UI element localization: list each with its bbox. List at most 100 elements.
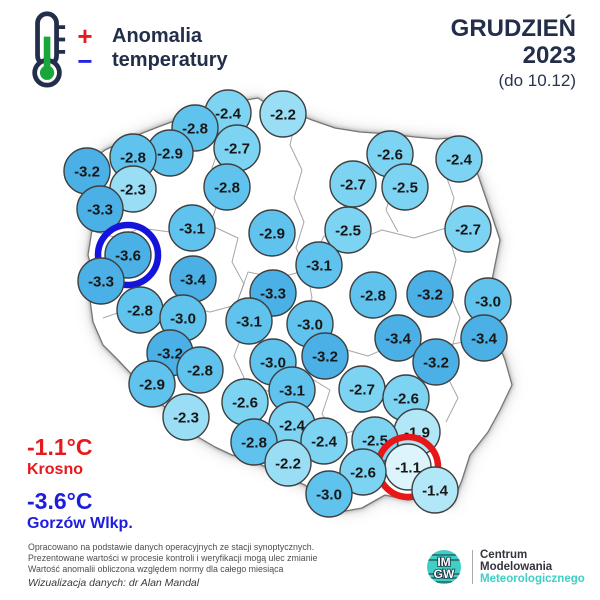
station-marker: -2.5 <box>381 163 429 211</box>
svg-text:-2.3: -2.3 <box>173 410 199 427</box>
station-marker: -2.6 <box>221 378 269 426</box>
svg-text:-2.2: -2.2 <box>275 456 301 473</box>
svg-text:-2.4: -2.4 <box>215 106 242 123</box>
svg-text:-2.7: -2.7 <box>224 141 250 158</box>
svg-text:-3.1: -3.1 <box>179 221 205 238</box>
station-marker: -2.7 <box>338 365 386 413</box>
svg-text:-3.2: -3.2 <box>423 355 449 372</box>
svg-text:-3.1: -3.1 <box>236 314 262 331</box>
station-marker: -2.9 <box>248 209 296 257</box>
footer-line: Opracowano na podstawie danych operacyjn… <box>28 542 315 552</box>
svg-text:-3.0: -3.0 <box>316 487 342 504</box>
station-marker: -3.3 <box>76 185 124 233</box>
svg-text:-2.6: -2.6 <box>232 395 258 412</box>
footer-line: Prezentowane wartości w procesie kontrol… <box>28 553 318 563</box>
svg-text:GW: GW <box>434 567 455 581</box>
svg-text:-3.0: -3.0 <box>260 355 286 372</box>
station-marker: -3.0 <box>305 470 353 518</box>
imgw-globe-icon: IM GW <box>427 550 461 584</box>
station-marker: -2.2 <box>259 90 307 138</box>
svg-text:-3.4: -3.4 <box>385 331 412 348</box>
station-marker: -3.4 <box>460 314 508 362</box>
station-marker: -3.2 <box>301 332 349 380</box>
svg-text:-2.9: -2.9 <box>139 377 165 394</box>
title-year: 2023 <box>522 42 576 69</box>
svg-text:-3.3: -3.3 <box>87 202 113 219</box>
title-month: GRUDZIEŃ <box>450 15 576 42</box>
svg-text:-3.0: -3.0 <box>170 311 196 328</box>
svg-text:-2.7: -2.7 <box>340 177 366 194</box>
svg-text:-2.6: -2.6 <box>377 147 403 164</box>
svg-text:-2.2: -2.2 <box>270 107 296 124</box>
svg-text:-3.0: -3.0 <box>297 317 323 334</box>
station-marker: -3.1 <box>295 241 343 289</box>
footer-line: Wartość anomalii obliczona względem norm… <box>28 564 284 574</box>
station-marker: -2.6 <box>339 448 387 496</box>
svg-text:-2.4: -2.4 <box>279 418 306 435</box>
svg-text:-2.7: -2.7 <box>455 222 481 239</box>
extreme-min-value: -3.6°C <box>27 488 93 514</box>
extremes-panel: -1.1°C Krosno -3.6°C Gorzów Wlkp. <box>27 434 133 542</box>
station-marker: -3.1 <box>268 366 316 414</box>
svg-text:-3.2: -3.2 <box>417 287 443 304</box>
station-marker: -3.4 <box>374 314 422 362</box>
station-marker: -2.4 <box>300 417 348 465</box>
extreme-min-station: Gorzów Wlkp. <box>27 515 133 532</box>
station-marker: -3.2 <box>412 338 460 386</box>
station-markers: -2.4 -2.2 -2.8 -2.7 -2.9 -2.6 -2.8 -2.4 -3.2 -2.7… <box>63 89 512 518</box>
svg-text:-2.8: -2.8 <box>187 363 213 380</box>
station-marker: -2.8 <box>349 271 397 319</box>
title-period: (do 10.12) <box>498 71 577 90</box>
svg-text:-2.5: -2.5 <box>335 223 361 240</box>
svg-text:-3.1: -3.1 <box>306 258 332 275</box>
footer-credit: Wizualizacja danych: dr Alan Mandal <box>28 577 200 589</box>
svg-text:-3.3: -3.3 <box>88 274 114 291</box>
station-marker: -3.1 <box>168 204 216 252</box>
station-marker: -2.8 <box>116 286 164 334</box>
svg-text:-3.2: -3.2 <box>157 346 183 363</box>
extreme-max-station: Krosno <box>27 461 83 478</box>
station-marker: -2.7 <box>444 205 492 253</box>
station-marker: -2.7 <box>329 160 377 208</box>
svg-text:-3.6: -3.6 <box>115 248 141 265</box>
station-marker: -3.0 <box>249 338 297 386</box>
station-marker: -3.2 <box>406 270 454 318</box>
extreme-max: -1.1°C Krosno <box>27 434 133 479</box>
svg-text:-2.8: -2.8 <box>127 303 153 320</box>
minus-icon: − <box>77 46 93 76</box>
station-marker: -2.9 <box>146 129 194 177</box>
svg-text:-3.1: -3.1 <box>279 383 305 400</box>
svg-text:-2.3: -2.3 <box>120 182 146 199</box>
svg-text:-3.4: -3.4 <box>471 331 498 348</box>
station-marker: -2.5 <box>324 206 372 254</box>
imgw-logo: IM GW Centrum Modelowania Meteorologiczn… <box>424 547 585 587</box>
svg-text:-2.8: -2.8 <box>120 150 146 167</box>
station-marker: -3.1 <box>225 297 273 345</box>
svg-text:-2.8: -2.8 <box>214 180 240 197</box>
svg-text:-3.2: -3.2 <box>74 164 100 181</box>
station-marker: -2.3 <box>162 393 210 441</box>
svg-text:-2.6: -2.6 <box>393 391 419 408</box>
svg-text:-2.9: -2.9 <box>259 226 285 243</box>
svg-text:-2.5: -2.5 <box>392 180 418 197</box>
station-marker: -1.4 <box>411 466 459 514</box>
svg-text:-3.4: -3.4 <box>180 272 207 289</box>
svg-text:-2.8: -2.8 <box>360 288 386 305</box>
svg-text:-3.0: -3.0 <box>475 294 501 311</box>
svg-text:-2.4: -2.4 <box>311 434 338 451</box>
footer-notes: Opracowano na podstawie danych operacyjn… <box>28 542 317 589</box>
extreme-max-value: -1.1°C <box>27 434 93 460</box>
svg-text:-2.8: -2.8 <box>241 435 267 452</box>
svg-text:-2.8: -2.8 <box>182 121 208 138</box>
legend-title: Anomalia temperatury <box>112 25 228 71</box>
station-marker: -3.3 <box>77 257 125 305</box>
legend: + − Anomalia temperatury <box>26 10 228 88</box>
svg-text:-2.9: -2.9 <box>157 146 183 163</box>
svg-text:-1.4: -1.4 <box>422 483 449 500</box>
svg-text:-3.3: -3.3 <box>260 286 286 303</box>
svg-text:-1.1: -1.1 <box>395 460 421 477</box>
svg-text:-2.4: -2.4 <box>446 152 473 169</box>
logo-text: Centrum Modelowania Meteorologicznego <box>480 549 585 585</box>
svg-text:-2.7: -2.7 <box>349 382 375 399</box>
